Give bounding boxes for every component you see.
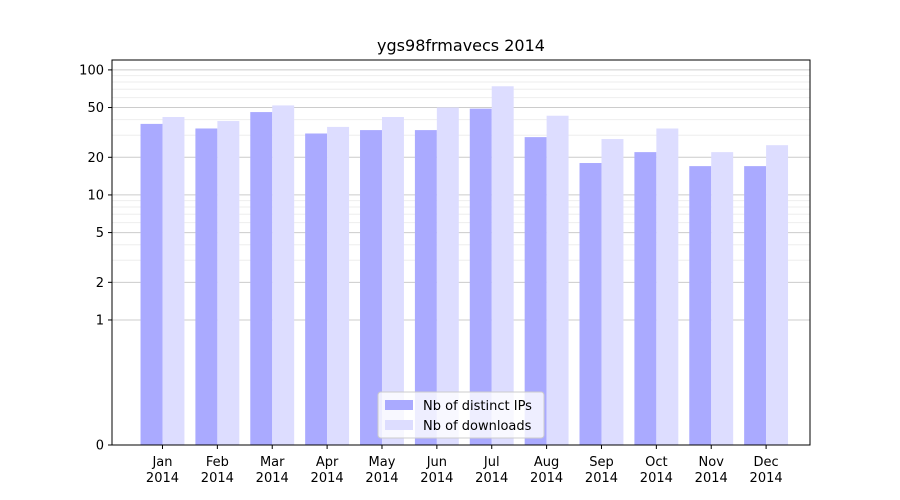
x-tick-label-month: May xyxy=(369,455,396,470)
legend-label: Nb of distinct IPs xyxy=(423,399,532,414)
chart-title: ygs98frmavecs 2014 xyxy=(377,36,545,55)
legend-swatch xyxy=(385,400,413,410)
x-tick-label-month: Dec xyxy=(754,455,779,470)
x-tick-label-year: 2014 xyxy=(640,471,673,486)
bar-downloads xyxy=(491,86,514,445)
legend-box xyxy=(377,391,545,439)
bar-downloads xyxy=(656,128,679,445)
bar-distinct-ips xyxy=(689,166,712,445)
x-tick-label-month: Feb xyxy=(206,455,229,470)
x-tick-label-month: Apr xyxy=(316,455,339,470)
legend-swatch xyxy=(385,420,413,430)
x-tick-label-month: Sep xyxy=(589,455,614,470)
y-tick-label: 5 xyxy=(96,226,104,241)
plot-area-frame xyxy=(111,59,811,446)
bar-downloads xyxy=(162,117,185,445)
x-tick-label-year: 2014 xyxy=(201,471,234,486)
y-tick-label: 100 xyxy=(79,63,104,78)
x-tick-label-year: 2014 xyxy=(475,471,508,486)
x-axis: Jan2014Feb2014Mar2014Apr2014May2014Jun20… xyxy=(146,445,783,486)
x-tick-label-year: 2014 xyxy=(146,471,179,486)
bar-downloads xyxy=(272,105,295,446)
x-tick-label-year: 2014 xyxy=(365,471,398,486)
bar-downloads xyxy=(601,139,624,445)
bar-distinct-ips xyxy=(744,166,767,445)
x-tick-label-year: 2014 xyxy=(585,471,618,486)
x-tick-label-month: Oct xyxy=(645,455,667,470)
bar-distinct-ips xyxy=(360,130,382,445)
x-tick-label-month: Jun xyxy=(426,455,447,470)
bar-distinct-ips xyxy=(414,130,437,445)
x-tick-label-year: 2014 xyxy=(420,471,453,486)
bar-downloads xyxy=(766,145,789,445)
bar-downloads xyxy=(546,115,569,445)
x-tick-label-year: 2014 xyxy=(750,471,783,486)
legend-label: Nb of downloads xyxy=(423,419,532,434)
bar-downloads xyxy=(381,117,404,445)
y-tick-label: 2 xyxy=(96,276,104,291)
bars xyxy=(140,86,789,446)
y-tick-label: 50 xyxy=(87,101,104,116)
bar-distinct-ips xyxy=(195,128,218,445)
bar-distinct-ips xyxy=(524,137,547,445)
x-tick-label-month: Jan xyxy=(151,455,172,470)
y-axis: 0 1 2 5 10 20 50 100 xyxy=(79,63,112,454)
bar-downloads xyxy=(217,121,240,446)
bar-distinct-ips xyxy=(634,152,657,445)
x-tick-label-month: Aug xyxy=(534,455,559,470)
y-tick-label: 10 xyxy=(87,188,104,203)
bar-downloads xyxy=(711,152,734,445)
y-tick-label: 20 xyxy=(87,151,104,166)
bar-distinct-ips xyxy=(140,123,163,445)
legend: Nb of distinct IPs Nb of downloads xyxy=(377,391,545,439)
x-tick-label-month: Jul xyxy=(483,455,500,470)
x-tick-label-month: Mar xyxy=(260,455,285,470)
bar-downloads xyxy=(327,126,350,446)
y-tick-label: 1 xyxy=(96,313,104,328)
x-tick-label-year: 2014 xyxy=(695,471,728,486)
y-tick-label: 0 xyxy=(96,439,104,454)
bar-distinct-ips xyxy=(579,163,602,445)
bar-distinct-ips xyxy=(469,108,492,445)
x-tick-label-month: Nov xyxy=(699,455,725,470)
bar-distinct-ips xyxy=(305,133,328,445)
x-tick-label-year: 2014 xyxy=(256,471,289,486)
x-tick-label-year: 2014 xyxy=(530,471,563,486)
bar-downloads xyxy=(436,107,459,446)
bar-distinct-ips xyxy=(250,112,273,445)
x-tick-label-year: 2014 xyxy=(311,471,344,486)
